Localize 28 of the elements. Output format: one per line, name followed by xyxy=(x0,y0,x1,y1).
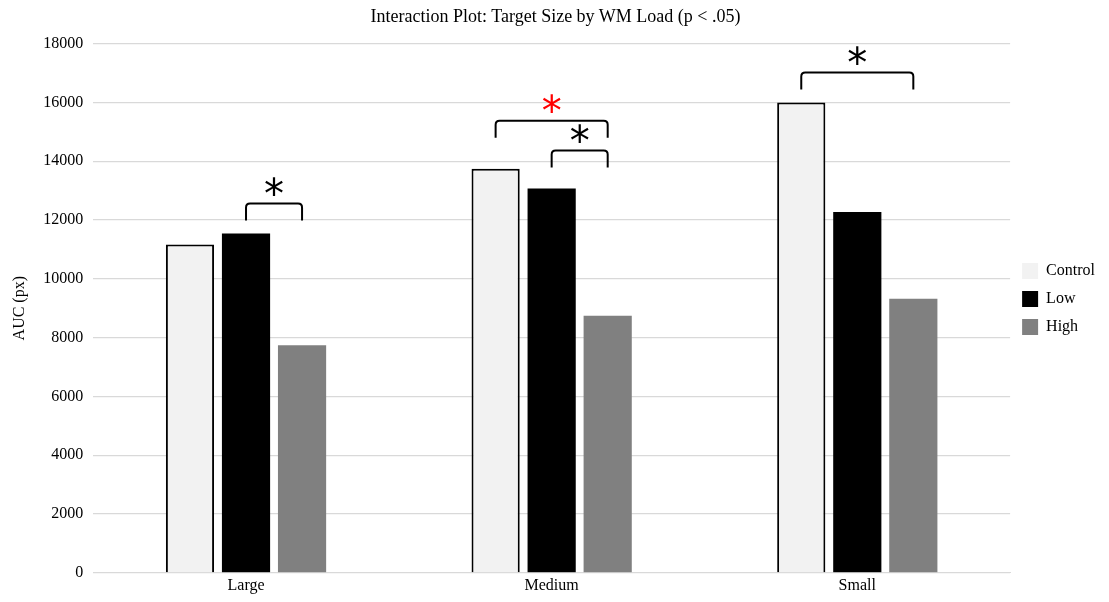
bar xyxy=(221,233,271,573)
legend-label: Control xyxy=(1046,261,1096,279)
x-tick-label: Medium xyxy=(524,575,580,593)
y-tick-label: 10000 xyxy=(43,269,84,286)
y-tick-label: 14000 xyxy=(43,151,84,169)
legend-label: High xyxy=(1046,317,1079,336)
bar xyxy=(583,315,632,573)
bar xyxy=(889,298,938,573)
annotation: * xyxy=(569,117,590,164)
chart-title: Interaction Plot: Target Size by WM Load (p < .05) xyxy=(370,5,741,27)
y-tick-label: 2000 xyxy=(51,504,84,522)
y-tick-label: 6000 xyxy=(51,386,84,404)
bar xyxy=(527,188,576,573)
y-axis-title: AUC (px) xyxy=(9,275,28,341)
annotation: * xyxy=(541,88,562,135)
y-tick-label: 18000 xyxy=(43,33,84,51)
annotation: * xyxy=(847,39,868,86)
y-tick-label: 16000 xyxy=(43,92,84,110)
x-tick-label: Large xyxy=(227,575,265,594)
y-tick-label: 4000 xyxy=(51,445,84,463)
y-tick-label: 12000 xyxy=(43,210,84,228)
x-tick-label: Small xyxy=(838,575,877,593)
annotation: * xyxy=(264,170,285,217)
y-tick-label: 0 xyxy=(75,563,84,580)
legend-label: Low xyxy=(1046,289,1076,307)
bar xyxy=(833,212,882,573)
bar xyxy=(277,345,327,573)
y-tick-label: 8000 xyxy=(51,327,84,345)
